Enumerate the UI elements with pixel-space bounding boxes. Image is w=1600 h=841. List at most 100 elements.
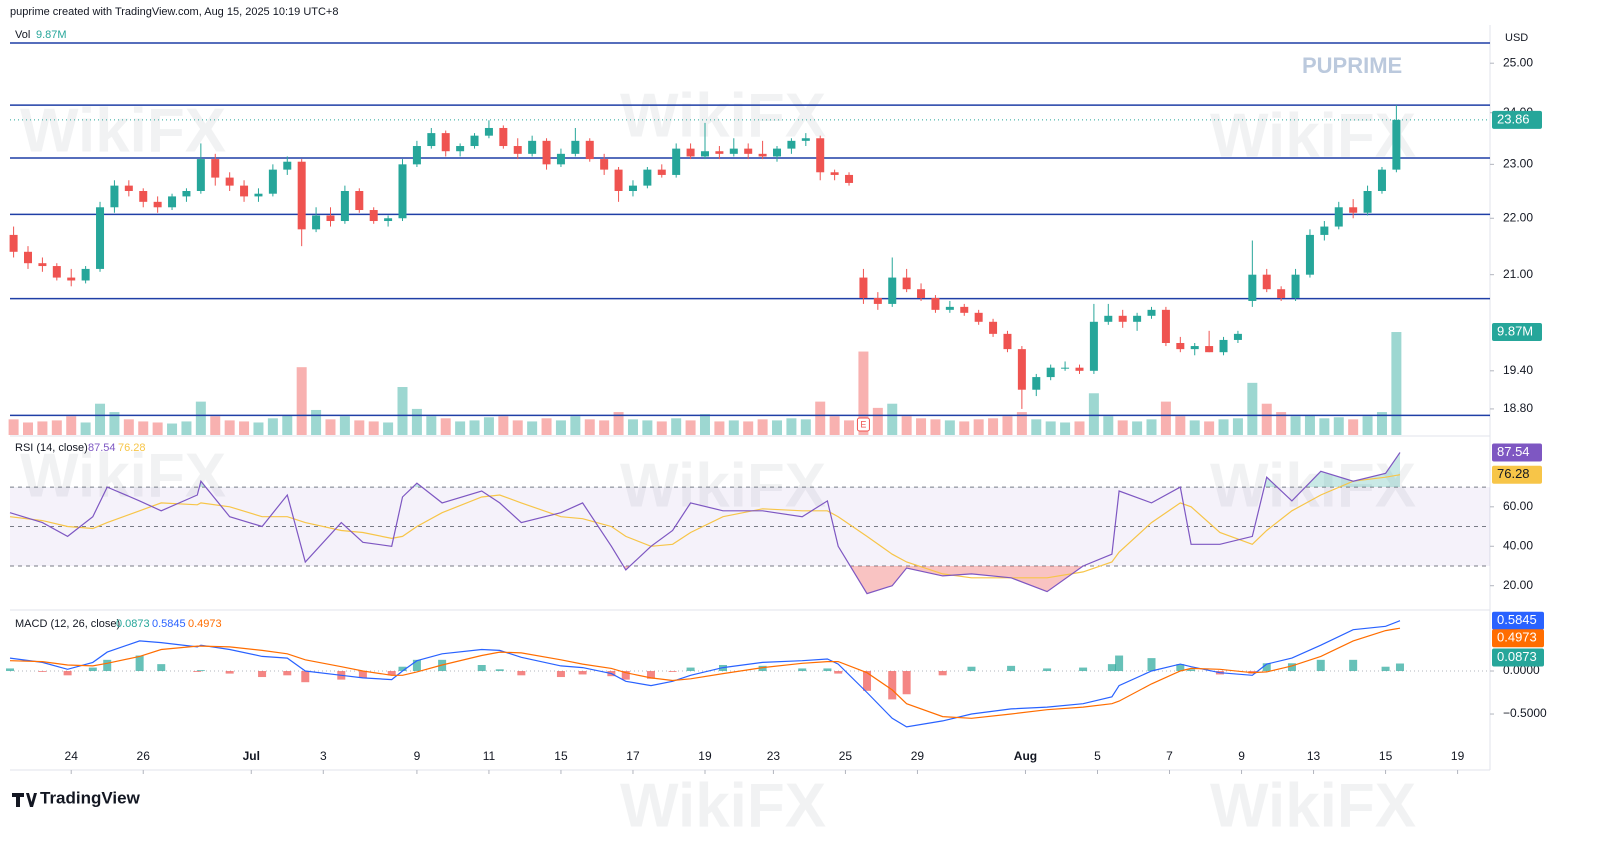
rsi-line [9,474,1401,579]
y-tick-label: 22.00 [1503,210,1533,224]
watermark: WikiFX [1210,101,1416,170]
y-tick-label: 60.00 [1503,499,1533,513]
candle-body [859,277,868,299]
candle-body [888,277,897,304]
volume-bar [1204,421,1215,435]
histogram-bar [888,671,897,700]
volume-bar [80,422,91,435]
volume-bar [584,419,595,435]
candle-body [153,201,162,208]
volume-bar [296,367,307,435]
candle-body [9,234,18,252]
candle-body [398,164,407,219]
volume-bar [1304,415,1315,435]
x-tick-label: 15 [1379,749,1393,763]
histogram-bar [823,668,832,672]
volume-bar [1376,412,1387,435]
histogram-bar [902,671,911,695]
x-tick-label: 3 [320,749,327,763]
candle-body [614,169,623,192]
y-tick-label: 19.40 [1503,363,1533,377]
legend-value: 0.0873 [116,618,150,630]
x-tick-label: Aug [1014,749,1037,763]
volume-bar [959,421,970,435]
candle-body [643,169,652,186]
watermarks: WikiFX WikiFX WikiFX WikiFX WikiFX WikiFX Wiki… [20,81,1416,840]
histogram-bar [103,659,112,672]
candle-body [168,196,177,208]
histogram-bar [1187,669,1196,672]
candle-body [340,191,349,222]
candle-body [225,177,234,186]
candle-body [52,266,61,278]
x-tick-label: 13 [1307,749,1321,763]
histogram-bar [1316,659,1325,672]
candle-body [1320,226,1329,235]
volume-bar [1348,419,1359,435]
volume-bar [829,416,840,435]
volume-bar [282,415,293,435]
volume-bar [109,412,120,435]
candle-body [1017,349,1026,390]
brand: TradingView [40,788,141,807]
candle-body [499,127,508,147]
volume-bar [1175,416,1186,435]
candle-body [657,169,666,175]
volume-bar [1103,416,1114,435]
histogram-bar [556,671,565,678]
candle-body [1176,342,1185,350]
volume-bar [1117,420,1128,435]
volume-bar [1333,417,1344,435]
candle-body [1089,321,1098,371]
histogram-bar [1147,658,1156,672]
candle-body [1046,367,1055,378]
volume-bar [1290,416,1301,435]
volume-bar [930,419,941,435]
histogram-bar [225,671,234,674]
volume-bar [844,420,855,435]
x-tick-label: 11 [483,749,496,763]
candle-body [1190,346,1199,350]
volume-bar [901,416,912,435]
volume-bar [267,418,278,435]
candle-body [715,151,724,154]
candle-body [1349,207,1358,213]
histogram-bar [38,671,47,672]
pane-title: RSI (14, close) [15,442,88,454]
volume-bar [973,419,984,435]
x-tick-label: Jul [243,749,260,763]
volume-bar [527,421,538,435]
watermark: WikiFX [20,96,226,165]
candle-body [974,312,983,322]
volume-bar [815,401,826,435]
candle-body [139,191,148,202]
volume-bar [354,420,365,435]
candle-body [1233,333,1242,340]
volume-bar [1074,421,1085,435]
volume-bar [1319,418,1330,435]
volume-bar [152,422,163,435]
candle-body [1133,315,1142,322]
histogram-bar [1349,659,1358,672]
volume-bar [743,421,754,435]
volume-bar [1088,393,1099,435]
x-tick-label: 24 [65,749,79,763]
candle-body [326,215,335,222]
volume-bar [311,409,322,435]
volume-bar [51,420,62,435]
y-tick-label: 40.00 [1503,538,1533,552]
histogram-bar [668,671,677,672]
y-tick-label: 0.0000 [1503,663,1540,677]
volume-bar [988,418,999,435]
volume-bar [714,421,725,435]
pane-title: MACD (12, 26, close) [15,618,120,630]
histogram-bar [938,671,947,676]
x-tick-label: 29 [911,749,925,763]
candle-body [1147,309,1156,316]
x-tick-label: 25 [839,749,853,763]
candle-body [297,161,306,230]
last-value-label: 87.54 [1497,444,1530,459]
candle-body [1075,367,1084,371]
candle-body [1161,309,1170,343]
volume-bar [1045,421,1056,435]
